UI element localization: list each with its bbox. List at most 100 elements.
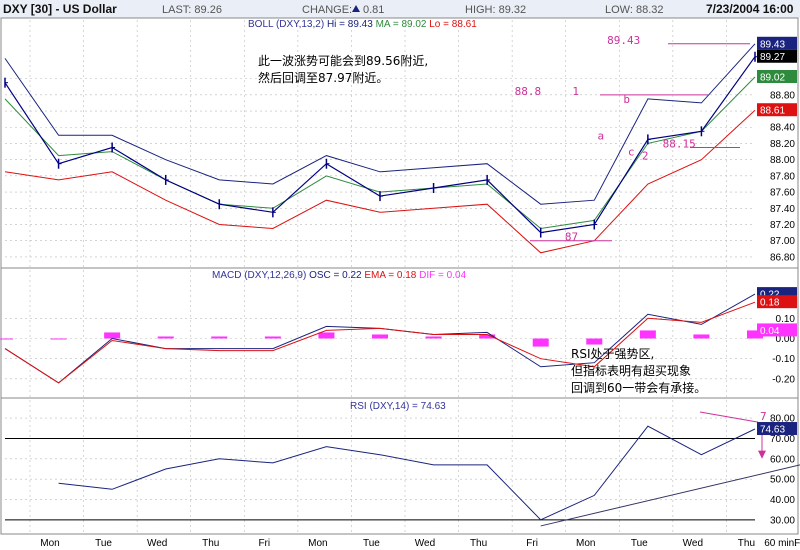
datetime: 7/23/2004 16:00 <box>706 2 794 16</box>
macd-osc-label: OSC = 0.22 <box>309 270 362 281</box>
macd-last-1-box <box>757 295 797 309</box>
boll-ma-label: MA = 89.02 <box>376 19 427 30</box>
x-tick-9: Fri <box>526 538 538 549</box>
boll-last-0-box-text: 89.43 <box>760 39 785 50</box>
macd-dif-bar-12 <box>639 330 656 339</box>
rsi-line <box>58 425 756 521</box>
x-tick-11: Tue <box>631 538 648 549</box>
macd-last-2-box <box>757 323 797 337</box>
rsi-series: 7 <box>5 410 800 527</box>
chart-title: DXY [30] - US Dollar <box>3 2 117 16</box>
macd-tick-2: -0.10 <box>772 354 795 365</box>
rsi-last-box-text: 74.63 <box>760 425 785 436</box>
annotations: 89.43 88.8 1 b a c 2 88.15 87 <box>515 34 750 244</box>
macd-last-1-box-text: 0.18 <box>760 298 780 309</box>
boll-last-3-box <box>757 103 797 117</box>
rsi-tick-0: 80.00 <box>770 414 795 425</box>
boll-annotation-0: 89.43 <box>607 34 640 47</box>
macd-dif-bar-5 <box>264 336 281 339</box>
x-tick-8: Thu <box>470 538 487 549</box>
macd-tick-0: 0.10 <box>776 314 796 325</box>
macd-dif-bar-0 <box>0 338 13 340</box>
boll-tick-11: 86.80 <box>770 252 795 263</box>
boll-last-2-box <box>757 70 797 83</box>
low-price: LOW: 88.32 <box>605 4 664 16</box>
x-axis: Mon Tue Wed Thu Fri Mon Tue Wed Thu Fri Mon Tue Wed T… <box>40 538 800 549</box>
macd-ema-line <box>4 301 756 384</box>
boll-series <box>4 43 758 254</box>
last-price: LAST: 89.26 <box>162 4 222 16</box>
boll-tick-3: 88.40 <box>770 123 795 134</box>
change-label: CHANGE: <box>302 4 352 16</box>
rsi-note-line-2: 但指标表明有超买现象 <box>571 363 691 378</box>
x-tick-0: Mon <box>40 538 59 549</box>
x-tick-10: Mon <box>576 538 595 549</box>
macd-dif-bar-4 <box>211 336 228 339</box>
boll-hi-line <box>4 43 756 205</box>
boll-last-2-box-text: 89.02 <box>760 73 785 84</box>
boll-tick-10: 87.00 <box>770 236 795 247</box>
boll-annotation-7: 88.15 <box>663 138 696 151</box>
rsi-note-line-3: 回调到60一带会有承接。 <box>571 380 706 395</box>
boll-annotation-2: 1 <box>572 85 579 98</box>
boll-title: BOLL (DXY,13,2) Hi = 89.43 MA = 89.02 Lo… <box>248 19 477 30</box>
x-tick-7: Wed <box>415 538 435 549</box>
boll-annotation-4: a <box>597 129 604 142</box>
boll-tick-4: 88.20 <box>770 139 795 150</box>
macd-dif-bar-6 <box>318 332 335 339</box>
rsi-arrow-line <box>699 411 759 423</box>
x-tick-2: Wed <box>147 538 167 549</box>
boll-tick-9: 87.20 <box>770 220 795 231</box>
up-arrow-icon <box>352 5 360 12</box>
rsi-trendline <box>540 464 800 527</box>
boll-annotation-3: b <box>623 93 630 106</box>
x-tick-5: Mon <box>308 538 327 549</box>
last-value-boxes: 89.43 89.27 89.02 88.61 0.220.18 0.04 74.63 <box>757 36 797 436</box>
x-tick-14: Fri <box>794 538 800 549</box>
macd-title: MACD (DXY,12,26,9) OSC = 0.22 EMA = 0.18… <box>212 270 467 281</box>
boll-last-3-box-text: 88.61 <box>760 106 785 117</box>
boll-tick-7: 87.60 <box>770 188 795 199</box>
boll-lo-line <box>4 109 756 254</box>
rsi-title: RSI (DXY,14) = 74.63 <box>350 401 446 412</box>
macd-dif-bar-9 <box>479 334 496 339</box>
change-value: 0.81 <box>363 4 384 16</box>
rsi-tick-3: 50.00 <box>770 475 795 486</box>
macd-ema-label: EMA = 0.18 <box>364 270 416 281</box>
x-tick-1: Tue <box>95 538 112 549</box>
macd-dif-bar-1 <box>50 338 67 340</box>
rsi-note-line-1: RSI处于强势区, <box>571 347 654 361</box>
boll-tick-6: 87.80 <box>770 171 795 182</box>
boll-note-line-1: 此一波涨势可能会到89.56附近, <box>258 53 428 68</box>
rsi-last-box <box>757 422 797 436</box>
macd-dif-bar-14 <box>747 330 763 339</box>
boll-annotation-5: c <box>628 146 635 159</box>
down-arrow-icon <box>758 450 766 459</box>
macd-dif-bar-3 <box>157 336 174 339</box>
boll-hi-label: Hi = 89.43 <box>327 19 373 30</box>
boll-last-0-box <box>757 36 797 50</box>
boll-tick-1: 88.80 <box>770 90 795 101</box>
macd-last-0-box-text: 0.22 <box>760 290 780 301</box>
x-axis-unit: 60 min. <box>764 538 797 549</box>
macd-dif-bar-11 <box>586 338 603 345</box>
boll-annotation-1: 88.8 <box>515 85 542 98</box>
boll-last-1-box <box>757 49 797 63</box>
macd-series <box>0 293 763 384</box>
price-line <box>4 56 756 234</box>
macd-tick-3: -0.20 <box>772 374 795 385</box>
macd-dif-bar-7 <box>372 334 388 339</box>
rsi-panel <box>0 397 799 535</box>
boll-last-1-box-text: 89.27 <box>760 52 785 63</box>
boll-annotation-8: 87 <box>565 231 578 244</box>
macd-dif-bar-8 <box>425 336 442 339</box>
x-tick-12: Wed <box>683 538 703 549</box>
macd-dif-label: DIF = 0.04 <box>419 270 466 281</box>
boll-tick-8: 87.40 <box>770 204 795 215</box>
header-bar <box>0 0 800 18</box>
macd-tick-1: 0.00 <box>776 334 796 345</box>
macd-panel <box>0 267 799 399</box>
boll-note-line-2: 然后回调至87.97附近。 <box>258 70 388 85</box>
macd-last-2-box-text: 0.04 <box>760 326 780 337</box>
